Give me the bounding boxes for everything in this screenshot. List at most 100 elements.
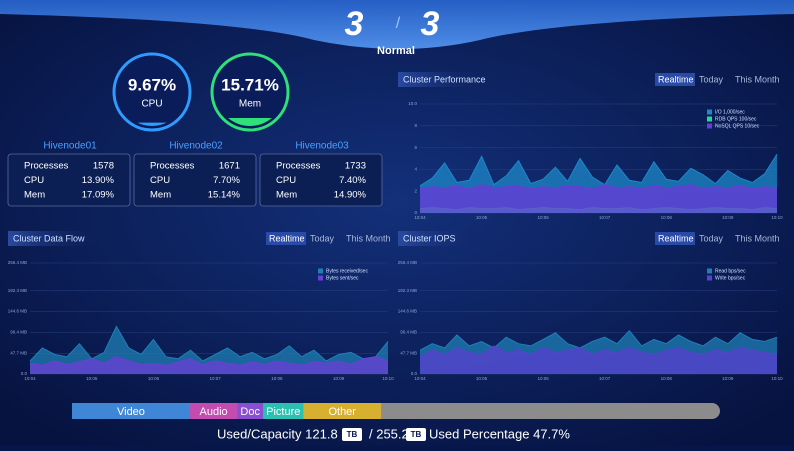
legend-label: NoSQL QPS 10/sec	[715, 123, 760, 129]
node-key: Mem	[24, 190, 45, 201]
header-left: 3	[345, 5, 364, 43]
node-val: 17.09%	[82, 190, 115, 201]
y-tick-label: 256.4 MB	[398, 260, 417, 265]
node-name: Hivenode02	[169, 141, 223, 152]
tab[interactable]: Realtime	[658, 233, 694, 243]
x-tick-label: 10:09	[722, 376, 734, 381]
series-line	[29, 356, 389, 366]
legend-swatch	[318, 275, 323, 281]
x-tick-label: 10:07	[599, 376, 611, 381]
summary-text: Used/Capacity 121.8	[217, 426, 338, 441]
y-tick-label: 192.3 MB	[398, 288, 417, 293]
x-tick-label: 10:10	[771, 215, 783, 220]
y-tick-label: 144.6 MB	[8, 309, 27, 314]
storage-segment	[189, 403, 238, 419]
legend-label: RDB QPS 100/sec	[715, 116, 757, 122]
storage-label: Doc	[240, 406, 260, 418]
y-tick-label: 10.0	[408, 101, 417, 106]
node-key: Processes	[276, 161, 321, 172]
panel-title: Cluster IOPS	[403, 233, 456, 243]
y-tick-label: 4	[414, 167, 417, 172]
legend-label: Bytes sent/sec	[326, 275, 359, 281]
legend-label: I/O 1,000/sec	[715, 109, 745, 115]
panel-title: Cluster Data Flow	[13, 233, 85, 243]
tab[interactable]: Realtime	[658, 74, 694, 84]
summary-text: / 255.2	[369, 426, 409, 441]
node-val: 1578	[93, 161, 114, 172]
tab[interactable]: Today	[310, 233, 335, 243]
gauge-label: Mem	[239, 99, 261, 110]
x-tick-label: 10:09	[722, 215, 734, 220]
tab-active-bg	[655, 73, 695, 86]
unit-box	[406, 428, 426, 441]
tab[interactable]: Realtime	[269, 233, 305, 243]
node-val: 13.90%	[82, 175, 115, 186]
y-tick-label: 256.4 MB	[8, 260, 27, 265]
gauge-value: 9.67%	[128, 75, 176, 94]
y-tick-label: 96.4 MB	[10, 329, 27, 334]
series-line	[419, 184, 778, 190]
node-key: Mem	[276, 190, 297, 201]
legend-swatch	[707, 275, 712, 281]
gauge-fill	[137, 122, 167, 126]
storage-label: Audio	[200, 406, 228, 418]
summary-text: Used Percentage 47.7%	[429, 426, 570, 441]
panel-title-bg	[398, 231, 493, 246]
y-tick-label: 8	[414, 123, 417, 128]
storage-label: Picture	[266, 406, 300, 418]
area-fill	[30, 356, 388, 374]
tab-active-bg	[266, 232, 306, 245]
y-tick-label: 0.0	[21, 371, 28, 376]
tab[interactable]: Today	[699, 233, 724, 243]
storage-label: Video	[117, 406, 145, 418]
storage-segment	[263, 403, 304, 419]
tab[interactable]: This Month	[735, 233, 780, 243]
header: 3 / 3 Normal	[345, 5, 440, 57]
node-key: Mem	[150, 190, 171, 201]
legend-swatch	[707, 109, 712, 115]
legend-label: Bytes received/sec	[326, 268, 368, 274]
x-tick-label: 10:07	[210, 376, 222, 381]
tab[interactable]: This Month	[735, 74, 780, 84]
gauge-fill	[228, 118, 272, 126]
node-table	[133, 153, 257, 207]
legend-swatch	[318, 268, 323, 274]
x-tick-label: 10:07	[599, 215, 611, 220]
legend-swatch	[707, 123, 712, 129]
node-key: Processes	[150, 161, 195, 172]
gauge-value: 15.71%	[221, 75, 279, 94]
unit: TB	[347, 430, 358, 439]
y-tick-label: 0	[414, 210, 417, 215]
storage-segment	[237, 403, 264, 419]
y-tick-label: 144.6 MB	[398, 309, 417, 314]
legend-label: Read bps/sec	[715, 268, 746, 274]
y-tick-label: 47.7 MB	[10, 351, 27, 356]
node-val: 14.90%	[334, 190, 367, 201]
node-val: 1671	[219, 161, 240, 172]
node-key: CPU	[24, 175, 44, 186]
x-tick-label: 10:08	[271, 376, 283, 381]
x-tick-label: 10:04	[24, 376, 36, 381]
x-tick-label: 10:06	[537, 215, 549, 220]
header-banner	[0, 0, 794, 49]
x-tick-label: 10:05	[86, 376, 98, 381]
x-tick-label: 10:08	[661, 215, 673, 220]
legend-swatch	[707, 268, 712, 274]
tab[interactable]: Today	[699, 74, 724, 84]
y-tick-label: 0.0	[411, 371, 418, 376]
tab[interactable]: This Month	[346, 233, 391, 243]
gauge-label: CPU	[141, 99, 162, 110]
node-val: 1733	[345, 161, 366, 172]
y-tick-label: 192.3 MB	[8, 288, 27, 293]
x-tick-label: 10:06	[537, 376, 549, 381]
series-line	[419, 345, 778, 358]
node-name: Hivenode03	[295, 141, 349, 152]
x-tick-label: 10:05	[476, 376, 488, 381]
storage-segment	[303, 403, 382, 419]
x-tick-label: 10:04	[414, 376, 426, 381]
x-tick-label: 10:10	[771, 376, 783, 381]
node-name: Hivenode01	[43, 141, 97, 152]
header-right: 3	[421, 5, 440, 43]
legend-swatch	[707, 116, 712, 122]
